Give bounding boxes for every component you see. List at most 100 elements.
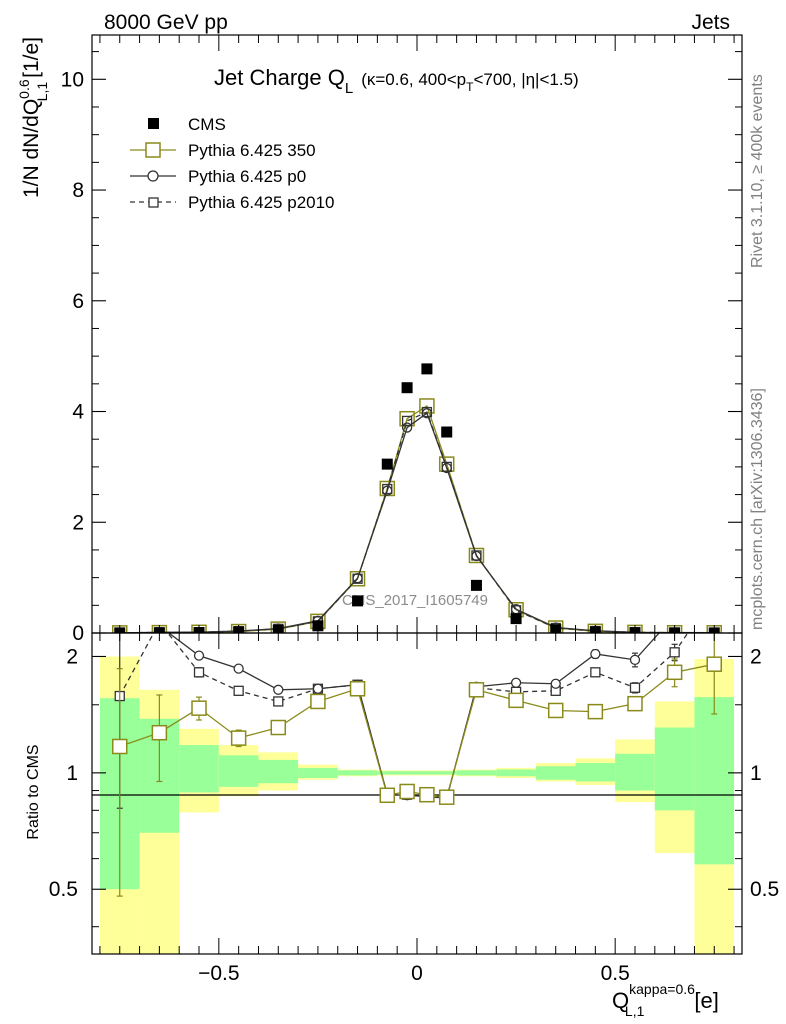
ratio-point-pythia-6-425-p0 — [670, 611, 679, 620]
plot-title-cuts-rest: <700, |η|<1.5) — [473, 70, 578, 89]
ratio-point-pythia-6-425-p2010 — [233, 685, 244, 696]
legend-label-pythia-p2010: Pythia 6.425 p2010 — [188, 193, 335, 212]
legend-entry-pythia-p0: Pythia 6.425 p0 — [130, 167, 306, 186]
main-point-pythia-6-425-p2010 — [382, 483, 393, 495]
ratio-line-pythia-6-425-p2010 — [119, 633, 689, 799]
ratio-point-pythia-6-425-p0 — [273, 684, 284, 695]
legend: CMS Pythia 6.425 350 Pythia 6.425 p0 Pyt… — [130, 115, 335, 212]
main-point-pythia-6-425-p2010 — [401, 415, 413, 427]
main-point-pythia-6-425-p2010 — [471, 550, 482, 561]
ratio-point-pythia-6-425-p0 — [312, 683, 324, 694]
plot-title-main: Jet Charge Q — [214, 65, 345, 90]
ratio-point-pythia-6-425-350 — [468, 682, 485, 698]
x-axis-label-unit: [e] — [694, 988, 718, 1013]
plot-title: Jet Charge QL (κ=0.6, 400<pT<700, |η|<1.5… — [214, 65, 579, 97]
ratio-x-tick-label: −0.5 — [198, 962, 239, 985]
main-y-label: 1/N dN/dQ0.6 L,1 [1/e] — [16, 37, 50, 198]
ratio-y-tick-label-right: 1 — [750, 762, 762, 785]
ratio-point-pythia-6-425-p0 — [510, 677, 522, 688]
ratio-point-pythia-6-425-350 — [508, 692, 524, 709]
mcplots-label: mcplots.cern.ch [arXiv:1306.3436] — [749, 388, 766, 630]
ratio-y-tick-label-left: 0.5 — [49, 878, 78, 901]
ratio-stat-uncertainty-band — [179, 745, 219, 793]
x-axis-label-text: Q — [612, 988, 629, 1013]
ratio-stat-uncertainty-band — [417, 771, 457, 775]
ratio-stat-uncertainty-band — [258, 759, 299, 784]
rivet-label: Rivet 3.1.10, ≥ 400k events — [749, 74, 766, 268]
ratio-stat-uncertainty-band — [377, 771, 417, 775]
ratio-x-tick-label: 0 — [411, 962, 423, 985]
ratio-point-pythia-6-425-p2010 — [193, 667, 205, 678]
main-y-tick-label: 6 — [72, 290, 84, 313]
ratio-point-pythia-6-425-p0 — [629, 654, 641, 666]
ratio-point-pythia-6-425-350 — [230, 730, 247, 746]
ratio-point-pythia-6-425-350 — [349, 681, 366, 697]
ratio-stat-uncertainty-band — [218, 755, 259, 787]
ratio-point-pythia-6-425-350 — [399, 783, 415, 800]
x-axis-label: Qkappa=0.6 L,1 [e] — [612, 981, 719, 1019]
ratio-point-pythia-6-425-350 — [419, 786, 435, 803]
ratio-point-pythia-6-425-p2010 — [629, 682, 641, 693]
ratio-point-pythia-6-425-p0 — [550, 678, 561, 689]
ratio-y-tick-label-right: 2 — [750, 645, 762, 668]
ratio-point-pythia-6-425-p2010 — [669, 647, 680, 658]
ratio-stat-uncertainty-band — [298, 767, 338, 778]
main-y-label-sub: L,1 — [34, 82, 50, 102]
main-point-cms — [510, 613, 522, 625]
x-axis-label-sup: kappa=0.6 — [629, 981, 695, 997]
main-y-label-sup: 0.6 — [16, 79, 32, 99]
ratio-frame — [91, 632, 743, 955]
plot-title-cuts: (κ=0.6, 400<p — [361, 70, 466, 89]
main-y-tick-label: 4 — [72, 401, 84, 424]
ratio-point-pythia-6-425-350 — [547, 702, 564, 719]
ratio-point-pythia-6-425-350 — [310, 693, 326, 710]
ratio-point-pythia-6-425-p2010 — [590, 667, 601, 678]
ratio-point-pythia-6-425-p2010 — [710, 590, 719, 599]
analysis-label: CMS_2017_I1605749 — [342, 592, 488, 609]
main-line-pythia-6-425-p2010 — [119, 411, 715, 633]
ratio-series-group — [111, 590, 723, 897]
ratio-stat-uncertainty-band — [456, 770, 497, 776]
main-point-cms — [352, 595, 364, 607]
ratio-point-pythia-6-425-350 — [438, 789, 455, 805]
ratio-point-pythia-6-425-p0 — [193, 650, 205, 661]
x-axis-label-sub: L,1 — [625, 1003, 645, 1019]
main-y-label-unit: [1/e] — [20, 37, 43, 78]
legend-label-pythia-p0: Pythia 6.425 p0 — [188, 167, 306, 186]
main-point-cms — [381, 458, 393, 470]
main-point-cms — [401, 382, 413, 394]
ratio-point-pythia-6-425-350 — [151, 724, 168, 741]
legend-marker-pythia-p0 — [147, 170, 159, 182]
legend-marker-pythia-350 — [145, 142, 161, 158]
plot-title-sub: L — [345, 80, 353, 97]
ratio-y-tick-label-right: 0.5 — [750, 878, 779, 901]
main-y-tick-label: 10 — [61, 68, 84, 91]
main-point-pythia-6-425-p2010 — [352, 573, 363, 584]
legend-entry-pythia-350: Pythia 6.425 350 — [130, 141, 316, 160]
main-y-tick-label: 8 — [72, 179, 84, 202]
ratio-point-pythia-6-425-350 — [587, 703, 604, 720]
ratio-x-tick-label: 0.5 — [601, 962, 630, 985]
ratio-y-label: Ratio to CMS — [25, 744, 42, 839]
ratio-point-pythia-6-425-p0 — [710, 590, 719, 599]
main-point-cms — [421, 363, 433, 375]
ratio-stat-uncertainty-band — [694, 697, 735, 865]
legend-entry-cms: CMS — [148, 115, 226, 134]
ratio-stat-uncertainty-band — [654, 727, 695, 811]
ratio-stat-uncertainty-band — [337, 770, 378, 776]
ratio-point-pythia-6-425-350 — [270, 719, 287, 736]
ratio-point-pythia-6-425-350 — [627, 695, 643, 712]
main-point-cms — [441, 426, 453, 438]
ratio-stat-uncertainty-band — [575, 763, 616, 782]
ratio-point-pythia-6-425-350 — [666, 664, 683, 681]
ratio-point-pythia-6-425-350 — [379, 787, 396, 804]
main-y-tick-label: 2 — [72, 511, 84, 534]
legend-entry-pythia-p2010: Pythia 6.425 p2010 — [130, 193, 335, 212]
plot-title-cuts-sub: T — [466, 80, 474, 94]
ratio-y-tick-label-left: 1 — [66, 762, 78, 785]
main-point-pythia-6-425-350 — [468, 547, 485, 564]
legend-label-cms: CMS — [188, 115, 226, 134]
ratio-stat-uncertainty-band — [496, 769, 536, 777]
legend-marker-cms — [148, 118, 159, 129]
